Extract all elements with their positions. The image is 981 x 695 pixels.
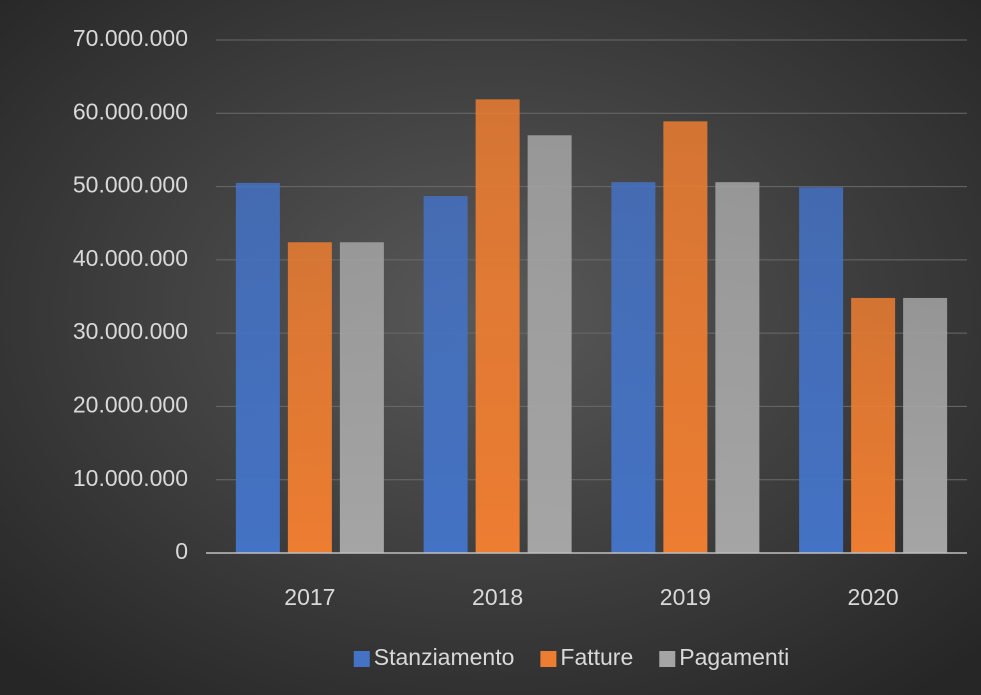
y-tick-label: 40.000.000 (73, 245, 188, 271)
legend-label: Stanziamento (374, 644, 515, 670)
bar (287, 242, 332, 554)
y-tick-label: 10.000.000 (73, 465, 188, 491)
bar (663, 121, 708, 554)
bar (339, 242, 384, 554)
legend-swatch (659, 651, 676, 667)
bar (475, 99, 520, 554)
bar (799, 187, 844, 553)
bar (903, 297, 948, 553)
x-tick-label: 2018 (472, 584, 523, 610)
bar (611, 182, 656, 553)
legend-label: Pagamenti (679, 644, 789, 670)
y-tick-label: 0 (175, 538, 188, 564)
x-tick-label: 2017 (284, 584, 335, 610)
legend-swatch (353, 651, 370, 667)
legend-label: Fatture (560, 644, 633, 670)
y-tick-label: 20.000.000 (73, 392, 188, 418)
y-tick-label: 30.000.000 (73, 318, 188, 344)
bar (527, 135, 572, 553)
x-tick-label: 2019 (660, 584, 711, 610)
bar (851, 297, 896, 553)
y-tick-label: 70.000.000 (73, 25, 188, 51)
x-tick-label: 2020 (848, 584, 899, 610)
bar (235, 182, 280, 553)
y-tick-label: 50.000.000 (73, 172, 188, 198)
legend-swatch (540, 651, 557, 667)
bar (423, 196, 468, 553)
y-tick-label: 60.000.000 (73, 98, 188, 124)
bar (715, 182, 760, 553)
